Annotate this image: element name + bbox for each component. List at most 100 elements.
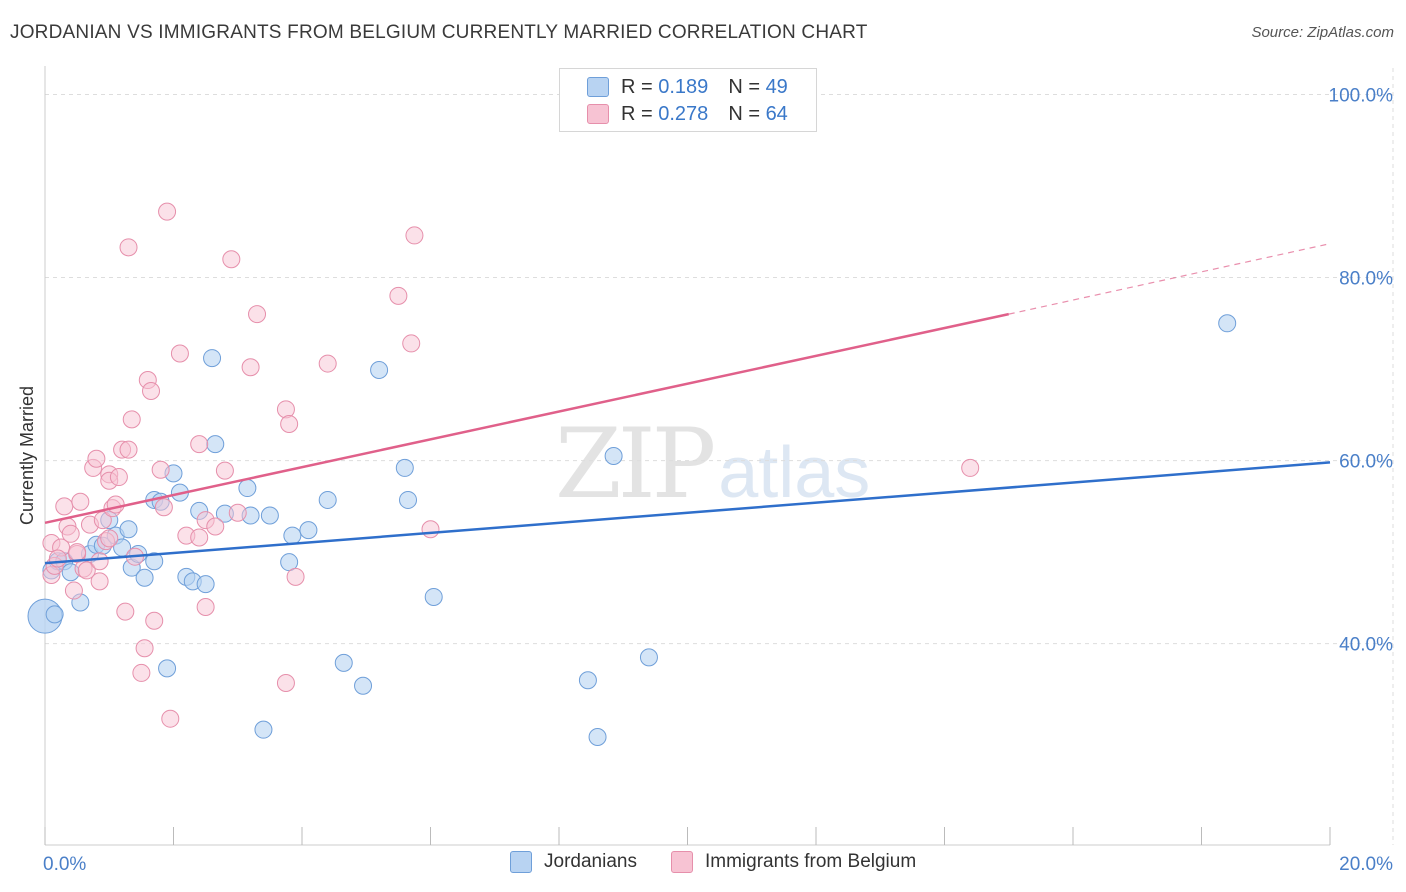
belgium-point — [132, 663, 151, 682]
jordanian-point — [158, 659, 177, 678]
jordanian-point — [604, 447, 623, 466]
belgium-point — [190, 528, 209, 547]
jordanian-point — [1218, 314, 1237, 333]
belgium-point — [119, 440, 138, 459]
belgium-trend-extension — [1008, 243, 1331, 315]
legend-n-value: 64 — [765, 102, 788, 125]
jordanian-point — [639, 648, 658, 667]
legend-r-label: R = — [621, 75, 653, 98]
y-tick-label: 80.0% — [1339, 269, 1393, 290]
belgium-point — [241, 358, 260, 377]
series-legend: Jordanians Immigrants from Belgium — [0, 851, 1406, 879]
x-tick-label: 20.0% — [1339, 854, 1393, 875]
belgium-point — [90, 572, 109, 591]
belgium-point — [276, 400, 295, 419]
y-tick-label: 60.0% — [1339, 452, 1393, 473]
legend-swatch-pink — [587, 104, 609, 124]
jordanian-point — [196, 575, 215, 594]
jordanian-point — [283, 526, 302, 545]
belgium-point — [276, 673, 295, 692]
belgium-point — [280, 414, 299, 433]
belgium-point — [961, 458, 980, 477]
belgium-point — [158, 202, 177, 221]
legend-swatch-blue — [587, 77, 609, 97]
jordanian-point — [578, 671, 597, 690]
grid-lines — [45, 68, 1394, 845]
legend-item-jordanians[interactable]: Jordanians — [510, 851, 637, 873]
belgium-point — [77, 561, 96, 580]
belgium-point — [389, 286, 408, 305]
watermark: ZIPatlas — [555, 408, 870, 520]
belgium-point — [90, 552, 109, 571]
belgium-point — [64, 581, 83, 600]
tick-labels: 40.0% 60.0% 80.0% 100.0% 0.0% 20.0% Currently … — [17, 85, 1393, 875]
jordanian-point — [238, 479, 257, 498]
series-belgium — [42, 202, 980, 728]
belgium-point — [100, 529, 119, 548]
legend-r-label: R = — [621, 102, 653, 125]
belgium-point — [109, 468, 128, 487]
series-jordanians — [27, 314, 1237, 746]
axes — [44, 66, 1331, 846]
belgium-point — [318, 354, 337, 373]
jordanian-point — [395, 458, 414, 477]
belgium-point — [71, 492, 90, 511]
belgium-point — [151, 460, 170, 479]
jordanian-point — [399, 490, 418, 509]
jordanian-point — [206, 435, 225, 454]
belgium-point — [154, 498, 173, 517]
legend-swatch-pink — [671, 851, 693, 873]
jordanian-point — [203, 349, 222, 368]
legend-r-value: 0.278 — [658, 102, 709, 125]
belgium-point — [116, 602, 135, 621]
jordanian-point — [145, 552, 164, 571]
chart-title: JORDANIAN VS IMMIGRANTS FROM BELGIUM CUR… — [10, 22, 868, 43]
belgium-point — [142, 382, 161, 401]
belgium-point — [61, 524, 80, 543]
y-axis-title: Currently Married — [17, 386, 37, 525]
legend-swatch-blue — [510, 851, 532, 873]
y-tick-label: 100.0% — [1329, 85, 1394, 106]
belgium-point — [161, 709, 180, 728]
trend-lines — [44, 243, 1331, 565]
belgium-point — [106, 495, 125, 514]
jordanian-point — [354, 676, 373, 695]
belgium-point — [228, 503, 247, 522]
watermark-zip: ZIP — [555, 408, 716, 520]
jordanian-trend-line — [44, 461, 1331, 565]
source-credit: Source: ZipAtlas.com — [1251, 24, 1394, 41]
belgium-point — [55, 497, 74, 516]
belgium-point — [119, 238, 138, 257]
belgium-point — [68, 543, 87, 562]
belgium-point — [87, 449, 106, 468]
legend-item-belgium[interactable]: Immigrants from Belgium — [671, 851, 916, 873]
belgium-point — [122, 410, 141, 429]
belgium-point — [190, 435, 209, 454]
jordanian-point — [45, 605, 64, 624]
jordanian-point — [318, 490, 337, 509]
legend-n-label: N = — [728, 75, 760, 98]
y-tick-label: 40.0% — [1339, 635, 1393, 656]
belgium-point — [405, 226, 424, 245]
belgium-point — [402, 334, 421, 353]
belgium-point — [248, 305, 267, 324]
belgium-point — [48, 549, 67, 568]
belgium-point — [170, 344, 189, 363]
legend-n-value: 49 — [765, 75, 788, 98]
belgium-point — [206, 517, 225, 536]
legend-r-value: 0.189 — [658, 75, 709, 98]
belgium-point — [421, 520, 440, 539]
belgium-point — [222, 250, 241, 269]
belgium-trend-line — [44, 312, 1010, 525]
belgium-point — [196, 598, 215, 617]
belgium-point — [135, 639, 154, 658]
jordanian-point — [254, 720, 273, 739]
legend-label-jordanians: Jordanians — [544, 851, 637, 872]
jordanian-point — [334, 653, 353, 672]
jordanian-point — [424, 587, 443, 606]
legend-label-belgium: Immigrants from Belgium — [705, 851, 917, 872]
belgium-point — [215, 461, 234, 480]
legend-row-belgium: R = 0.278 N = 64 — [587, 102, 788, 126]
correlation-legend: R = 0.189 N = 49 R = 0.278 N = 64 — [559, 68, 817, 132]
x-tick-label: 0.0% — [43, 854, 86, 875]
